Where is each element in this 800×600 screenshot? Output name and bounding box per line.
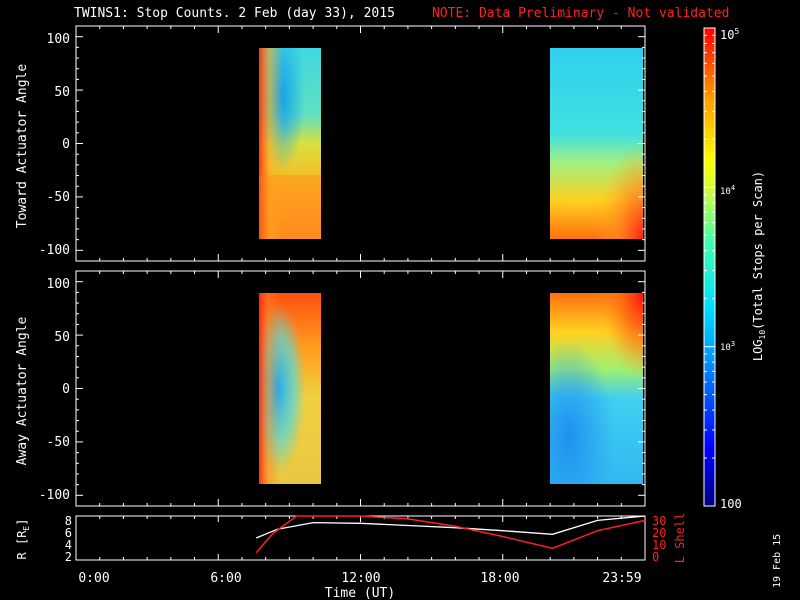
ytick-label: 2 <box>65 550 72 564</box>
orbit-lines <box>255 515 646 554</box>
xtick-label: 12:00 <box>341 571 380 586</box>
x-axis-label: Time (UT) <box>325 586 395 600</box>
toward-ytick-labels: 100 50 0 -50 -100 <box>39 32 70 258</box>
ytick-label: 0 <box>62 137 70 152</box>
colorbar-tick-label: 100 <box>720 497 742 511</box>
preliminary-note: NOTE: Data Preliminary - Not validated <box>432 6 730 21</box>
xtick-label: 0:00 <box>78 571 109 586</box>
lshell-y-axis-label: L Shell <box>673 513 687 564</box>
colorbar-tick-label: 104 <box>720 184 735 197</box>
y2tick-label: 10 <box>652 538 666 552</box>
plot-title: TWINS1: Stop Counts. 2 Feb (day 33), 201… <box>74 6 395 21</box>
xtick-label: 23:59 <box>602 571 641 586</box>
ytick-label: 50 <box>54 85 70 100</box>
ytick-label: 100 <box>47 277 70 292</box>
colorbar-ticks <box>704 34 715 507</box>
colorbar-label: LOG10(Total Stops per Scan) <box>751 171 767 361</box>
date-stamp: 19 Feb 15 <box>772 533 783 588</box>
ytick-label: 4 <box>65 538 72 552</box>
xtick-label: 6:00 <box>210 571 241 586</box>
colorbar-tick-label: 103 <box>720 340 735 353</box>
xtick-label: 18:00 <box>480 571 519 586</box>
colorbar-tick-label: 105 <box>720 27 739 42</box>
lshell-ytick-labels: 30 20 10 0 <box>652 514 666 564</box>
ytick-label: -100 <box>39 488 70 503</box>
ytick-label: -100 <box>39 243 70 258</box>
away-ytick-labels: 100 50 0 -50 -100 <box>39 277 70 503</box>
orbit-y-axis-label: R [RE] <box>15 519 31 560</box>
away-y-axis-label: Away Actuator Angle <box>15 316 30 465</box>
ytick-label: 0 <box>62 382 70 397</box>
axis-ticks <box>75 26 646 560</box>
toward-heatmap-pass-2 <box>550 48 643 239</box>
orbit-ytick-labels: 8 6 4 2 <box>65 514 72 564</box>
y2tick-label: 20 <box>652 526 666 540</box>
colorbar <box>703 27 716 507</box>
xtick-labels: 0:00 6:00 12:00 18:00 23:59 <box>78 571 641 586</box>
ytick-label: -50 <box>47 190 70 205</box>
r-distance-line <box>255 515 646 539</box>
ytick-label: 50 <box>54 330 70 345</box>
y2tick-label: 30 <box>652 514 666 528</box>
away-heatmap-pass-2 <box>550 293 643 484</box>
ytick-label: 6 <box>65 526 72 540</box>
ytick-label: 8 <box>65 514 72 528</box>
l-shell-line <box>255 515 646 554</box>
y2tick-label: 0 <box>652 550 659 564</box>
ytick-label: 100 <box>47 32 70 47</box>
toward-y-axis-label: Toward Actuator Angle <box>15 64 30 229</box>
toward-heatmap-pass-1 <box>259 48 321 239</box>
orbit-panel-frame <box>75 515 646 561</box>
colorbar-tick-labels: 105 104 103 100 <box>720 27 742 511</box>
ytick-label: -50 <box>47 435 70 450</box>
away-heatmap-pass-1 <box>259 293 321 484</box>
